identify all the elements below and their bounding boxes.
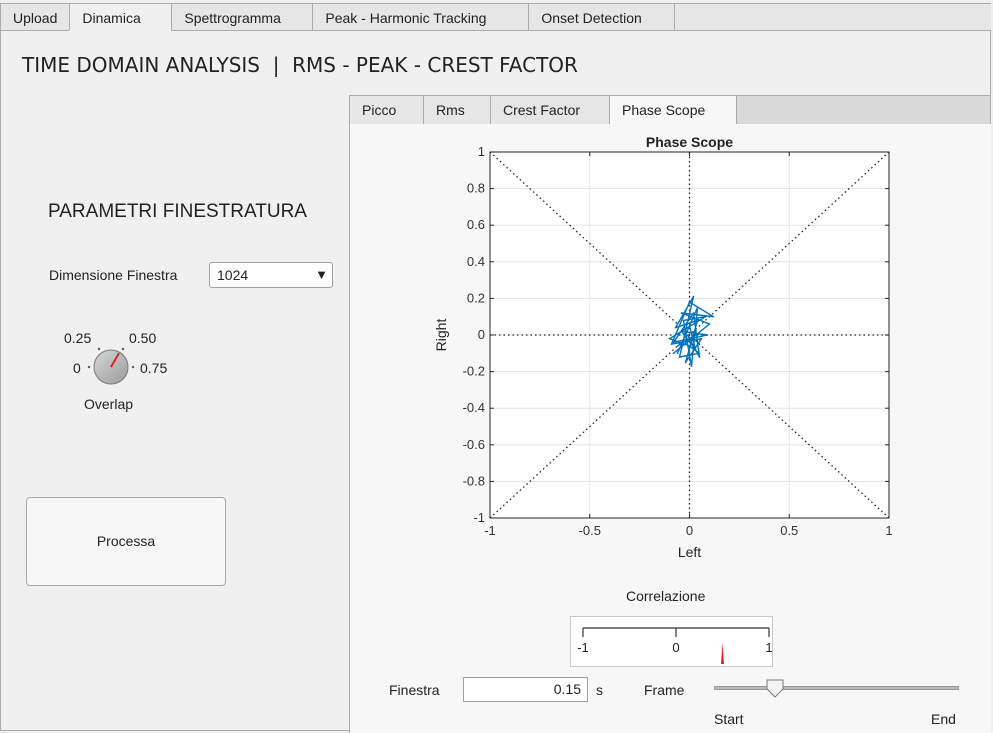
process-button[interactable]: Processa bbox=[26, 497, 226, 586]
tab-crest-factor[interactable]: Crest Factor bbox=[490, 95, 609, 125]
data-point bbox=[688, 345, 691, 347]
chart-xlabel: Left bbox=[678, 544, 701, 560]
frame-slider-track[interactable] bbox=[714, 686, 959, 690]
overlap-knob-indicator bbox=[110, 352, 120, 368]
correlation-gauge: -1 0 1 bbox=[570, 616, 773, 667]
data-point bbox=[672, 352, 675, 355]
top-tab-bar: Upload Dinamica Spettrogramma Peak - Har… bbox=[0, 3, 991, 32]
page-title: TIME DOMAIN ANALYSIS | RMS - PEAK - CRES… bbox=[22, 53, 578, 77]
data-point bbox=[668, 337, 671, 340]
tab-upload[interactable]: Upload bbox=[0, 3, 70, 31]
window-length-label: Finestra bbox=[389, 682, 440, 698]
gauge-tick-neg1: -1 bbox=[577, 640, 589, 655]
data-point bbox=[694, 334, 697, 336]
data-point bbox=[692, 312, 695, 314]
data-point bbox=[686, 334, 689, 336]
data-point bbox=[688, 301, 691, 303]
data-point bbox=[670, 343, 673, 345]
chart-title: Phase Scope bbox=[646, 134, 733, 150]
y-tick-label: -1 bbox=[473, 510, 485, 525]
data-point bbox=[676, 345, 679, 347]
data-point bbox=[698, 356, 701, 358]
overlap-tick-075: 0.75 bbox=[140, 360, 168, 376]
gauge-tick-1: 1 bbox=[765, 640, 772, 655]
correlation-label: Correlazione bbox=[626, 588, 706, 604]
window-length-input[interactable]: 0.15 bbox=[463, 677, 588, 702]
data-point bbox=[676, 352, 679, 355]
tab-rms[interactable]: Rms bbox=[423, 95, 490, 125]
data-point bbox=[684, 361, 687, 364]
data-point bbox=[696, 306, 699, 309]
data-point bbox=[692, 295, 695, 298]
y-tick-label: 1 bbox=[478, 144, 485, 159]
frame-end-label: End bbox=[931, 711, 956, 727]
tab-peak-harmonic-tracking[interactable]: Peak - Harmonic Tracking bbox=[312, 3, 529, 31]
y-tick-label: 0.6 bbox=[467, 217, 485, 232]
correlation-needle bbox=[721, 643, 724, 664]
frame-slider-thumb[interactable] bbox=[766, 679, 784, 699]
y-tick-label: -0.4 bbox=[463, 400, 485, 415]
x-tick-label: -0.5 bbox=[579, 523, 601, 538]
data-point bbox=[698, 352, 701, 355]
y-tick-label: -0.6 bbox=[463, 437, 485, 452]
tab-dinamica[interactable]: Dinamica bbox=[69, 3, 172, 31]
frame-start-label: Start bbox=[714, 711, 744, 727]
data-point bbox=[704, 315, 707, 318]
overlap-tick-025: 0.25 bbox=[64, 330, 92, 346]
data-point bbox=[700, 337, 703, 340]
gauge-tick-0: 0 bbox=[672, 640, 679, 655]
y-tick-label: 0 bbox=[478, 327, 485, 342]
data-point bbox=[678, 356, 681, 358]
params-title: PARAMETRI FINESTRATURA bbox=[48, 201, 307, 222]
data-point bbox=[712, 315, 715, 318]
tab-phase-scope[interactable]: Phase Scope bbox=[609, 95, 737, 125]
chart-ylabel: Right bbox=[433, 319, 449, 352]
data-point bbox=[708, 323, 711, 325]
overlap-label: Overlap bbox=[84, 396, 134, 412]
data-point bbox=[682, 319, 685, 322]
y-tick-label: -0.2 bbox=[463, 364, 485, 379]
chart-ticks: -1 -0.5 0 0.5 1 1 0.8 0.6 0.4 0.2 0 -0.2 -0.4 -0.6 -0.… bbox=[463, 144, 893, 538]
y-tick-label: -0.8 bbox=[463, 473, 485, 488]
chevron-down-icon: ▼ bbox=[315, 267, 328, 282]
data-point bbox=[674, 326, 677, 329]
ref-line-diag-neg bbox=[489, 151, 890, 519]
tab-bar-filler bbox=[675, 3, 991, 31]
x-tick-label: 1 bbox=[885, 523, 892, 538]
data-point bbox=[672, 341, 675, 344]
overlap-tick-050: 0.50 bbox=[129, 330, 157, 346]
overlap-knob[interactable] bbox=[82, 342, 142, 392]
phase-scope-chart[interactable]: -1 -0.5 0 0.5 1 1 0.8 0.6 0.4 0.2 0 -0.2 -0.4 -0.6 -0.… bbox=[349, 124, 991, 574]
plot-tab-bar-filler bbox=[737, 95, 991, 125]
plot-tab-bar: Picco Rms Crest Factor Phase Scope bbox=[349, 95, 991, 125]
window-size-dropdown[interactable]: 1024 ▼ bbox=[209, 262, 333, 288]
series-line bbox=[668, 295, 715, 367]
data-point bbox=[706, 334, 709, 336]
data-point bbox=[688, 325, 691, 327]
data-point bbox=[690, 365, 693, 367]
window-size-label: Dimensione Finestra bbox=[49, 267, 178, 283]
x-tick-label: -1 bbox=[484, 523, 496, 538]
tab-spettrogramma[interactable]: Spettrogramma bbox=[171, 3, 313, 31]
window-size-value: 1024 bbox=[217, 267, 249, 283]
chart-series bbox=[668, 295, 715, 367]
tab-picco[interactable]: Picco bbox=[349, 95, 423, 125]
frame-label: Frame bbox=[644, 682, 685, 698]
y-tick-label: 0.8 bbox=[467, 181, 485, 196]
x-tick-label: 0 bbox=[686, 523, 693, 538]
data-point bbox=[680, 312, 683, 314]
chart-reference-lines bbox=[489, 151, 890, 519]
data-point bbox=[680, 330, 683, 333]
x-tick-label: 0.5 bbox=[780, 523, 798, 538]
y-tick-label: 0.2 bbox=[467, 290, 485, 305]
tab-onset-detection[interactable]: Onset Detection bbox=[528, 3, 676, 31]
data-point bbox=[694, 348, 697, 351]
window-length-unit: s bbox=[596, 682, 603, 698]
y-tick-label: 0.4 bbox=[467, 254, 485, 269]
overlap-tick-0: 0 bbox=[73, 360, 81, 376]
data-point bbox=[696, 319, 699, 322]
